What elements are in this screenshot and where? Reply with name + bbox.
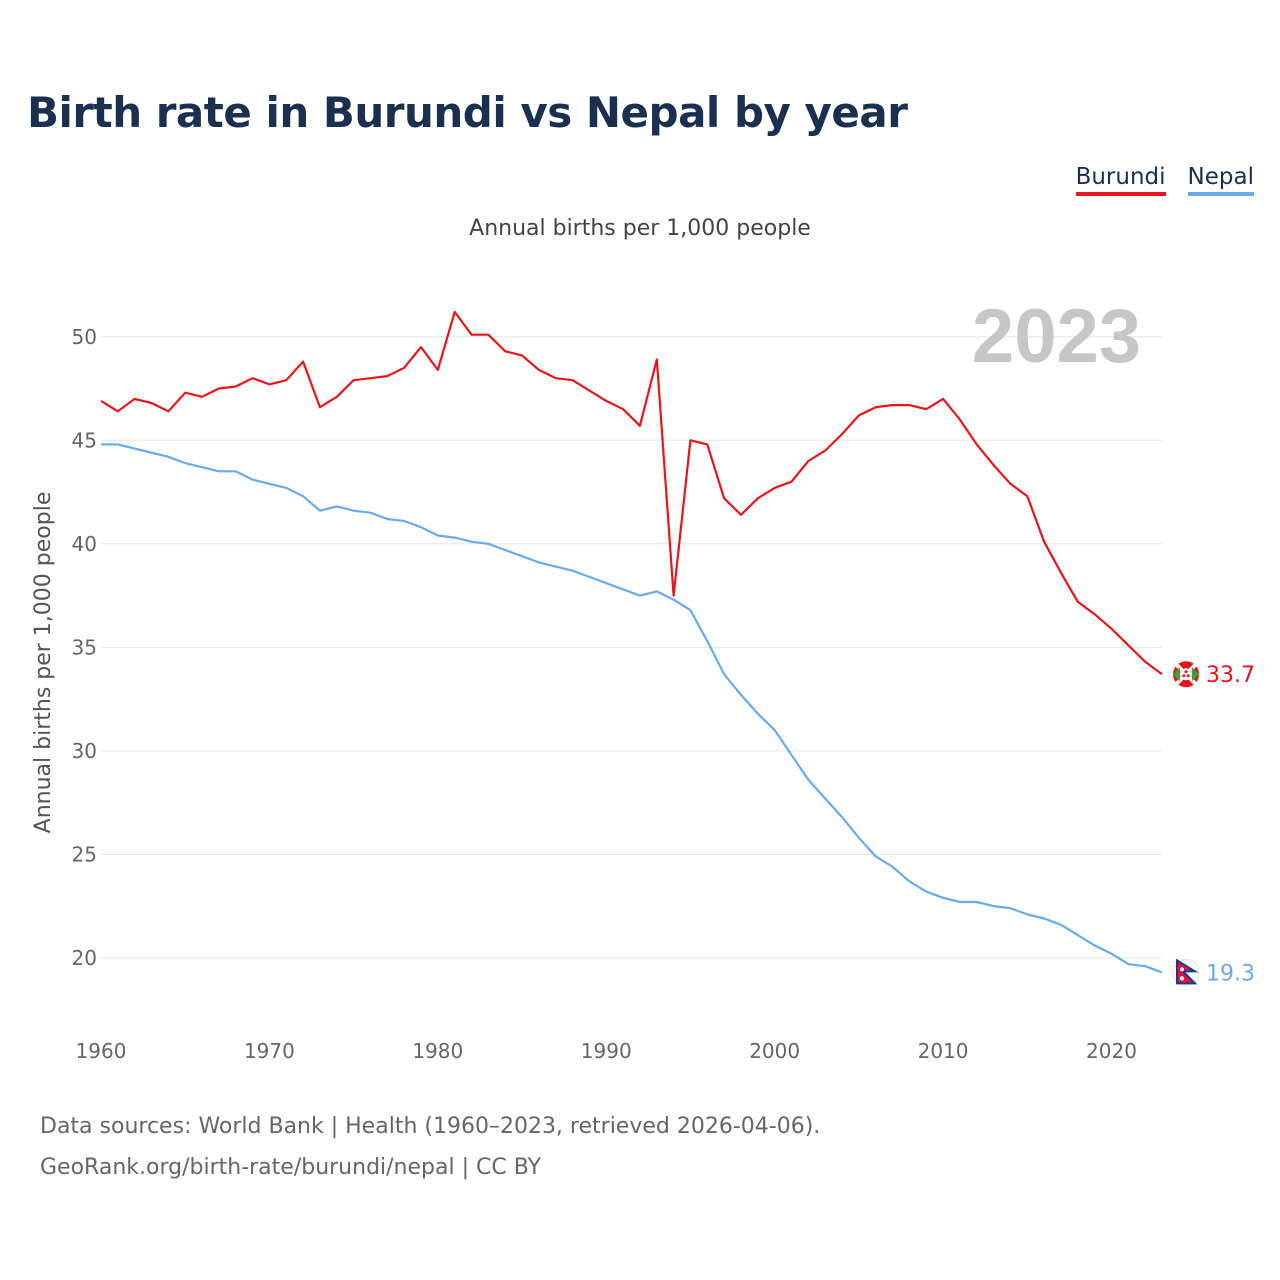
y-tick-40: 40 <box>72 532 97 556</box>
series-line-nepal[interactable] <box>101 443 1163 974</box>
grid-lines <box>101 336 1162 959</box>
footer-sources: Data sources: World Bank | Health (1960–… <box>40 1114 821 1139</box>
series-line-burundi[interactable] <box>100 310 1163 676</box>
footer: Data sources: World Bank | Health (1960–… <box>40 1106 820 1188</box>
x-tick-2010: 2010 <box>918 1039 969 1063</box>
y-tick-30: 30 <box>72 739 97 763</box>
x-tick-2000: 2000 <box>749 1039 800 1063</box>
y-tick-25: 25 <box>72 842 97 866</box>
footer-attribution: GeoRank.org/birth-rate/burundi/nepal | C… <box>40 1155 542 1180</box>
y-tick-50: 50 <box>72 325 97 349</box>
y-tick-45: 45 <box>72 428 97 452</box>
nepal-flag-icon <box>1172 958 1200 986</box>
legend-item-burundi[interactable]: Burundi <box>1075 164 1166 196</box>
end-value-nepal: 19.3 <box>1206 961 1255 986</box>
y-tick-35: 35 <box>72 635 97 659</box>
x-axis-ticks: 1960 1970 1980 1990 2000 2010 2020 <box>76 1039 1137 1063</box>
x-tick-2020: 2020 <box>1086 1039 1137 1063</box>
end-markers <box>1171 659 1201 986</box>
x-tick-1980: 1980 <box>412 1039 463 1063</box>
legend: Burundi Nepal <box>1075 164 1254 196</box>
end-value-burundi: 33.7 <box>1206 663 1255 688</box>
chart-subtitle: Annual births per 1,000 people <box>469 216 811 241</box>
year-watermark: 2023 <box>972 294 1141 379</box>
burundi-flag-icon <box>1171 659 1201 689</box>
series-lines <box>100 310 1163 974</box>
legend-item-nepal[interactable]: Nepal <box>1187 164 1254 196</box>
y-tick-20: 20 <box>72 946 97 970</box>
x-tick-1990: 1990 <box>581 1039 632 1063</box>
chart-title: Birth rate in Burundi vs Nepal by year <box>27 88 908 137</box>
y-axis-label: Annual births per 1,000 people <box>31 492 56 834</box>
x-tick-1970: 1970 <box>244 1039 295 1063</box>
x-tick-1960: 1960 <box>76 1039 127 1063</box>
y-axis-ticks: 20 25 30 35 40 45 50 <box>72 325 97 970</box>
